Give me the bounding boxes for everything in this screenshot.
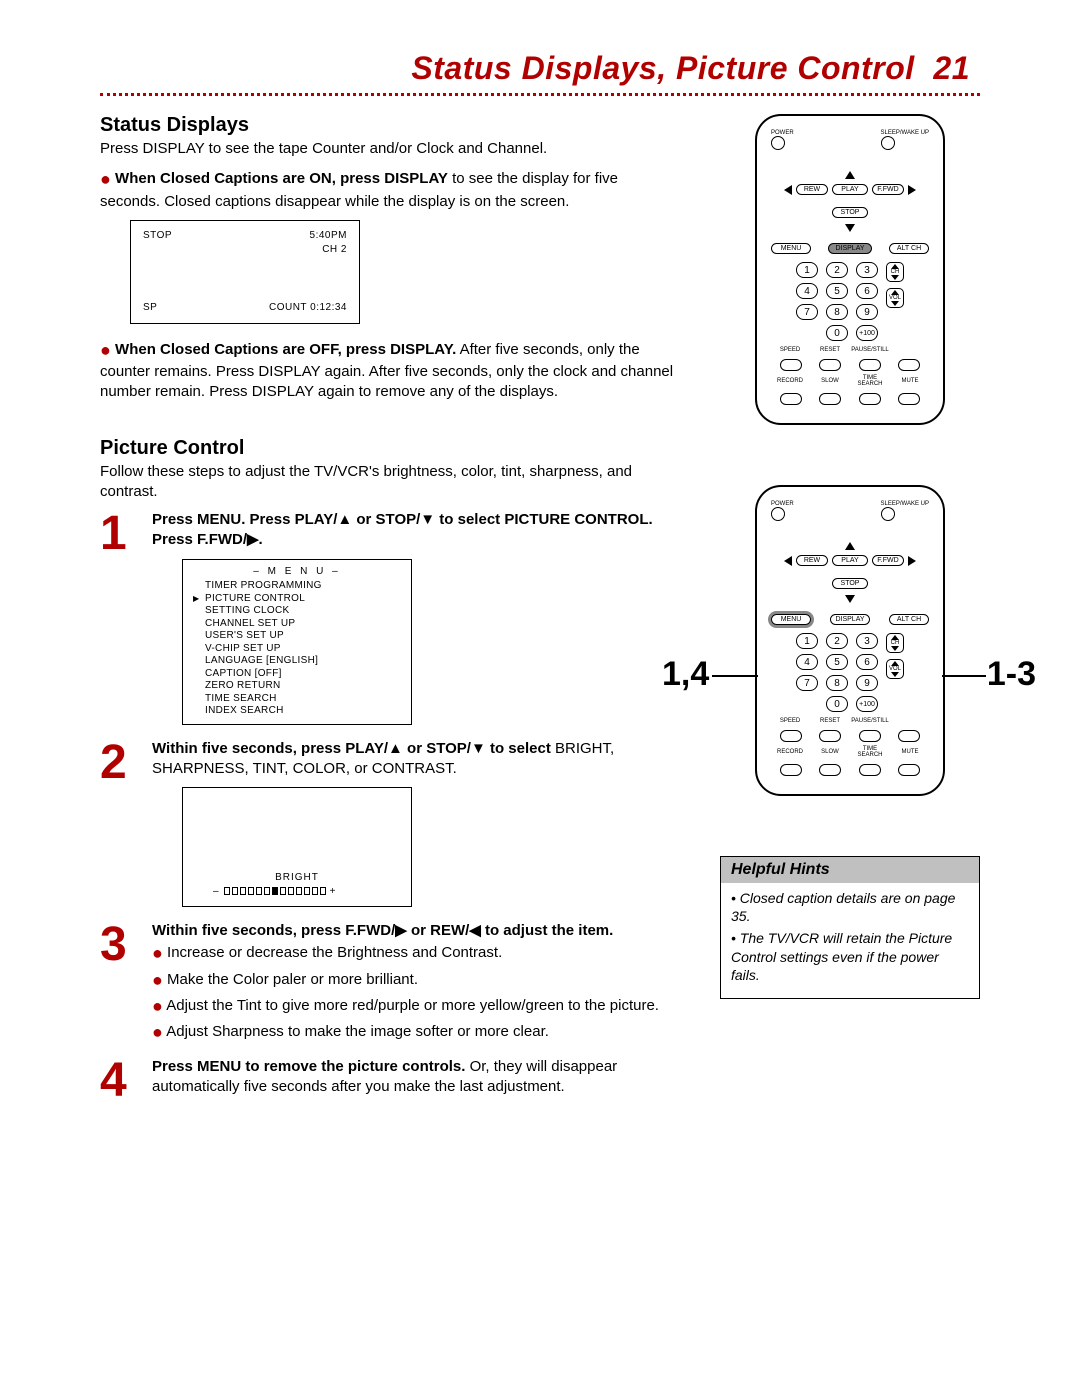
picture-intro: Follow these steps to adjust the TV/VCR'…: [100, 462, 680, 503]
step3-num: 3: [100, 921, 138, 1046]
callout-line-left: [712, 675, 758, 677]
status-cc-on: ● When Closed Captions are ON, press DIS…: [100, 167, 680, 212]
status-cc-off: ● When Closed Captions are OFF, press DI…: [100, 338, 680, 403]
menu-item: CHANNEL SET UP: [193, 618, 401, 631]
hint-1: Closed caption details are on page 35.: [731, 889, 969, 925]
hints-heading: Helpful Hints: [721, 857, 979, 883]
step-1: 1 Press MENU. Press PLAY/▲ or STOP/▼ to …: [100, 510, 680, 729]
disp-tr2: CH 2: [322, 244, 347, 255]
step3-b1: ● Increase or decrease the Brightness an…: [152, 941, 680, 965]
menu-item: INDEX SEARCH: [193, 705, 401, 718]
menu-item: V-CHIP SET UP: [193, 643, 401, 656]
step-2: 2 Within five seconds, press PLAY/▲ or S…: [100, 739, 680, 912]
menu-box: – M E N U – TIMER PROGRAMMING PICTURE CO…: [182, 559, 412, 725]
disp-tr1: 5:40PM: [310, 230, 347, 241]
down-arrow-icon: [845, 224, 855, 232]
display-box: STOP 5:40PM CH 2 SP COUNT 0:12:34: [130, 220, 360, 324]
step1-bold: Press MENU. Press PLAY/▲ or STOP/▼ to se…: [152, 511, 653, 548]
right-arrow-icon: [908, 556, 916, 566]
step2-num: 2: [100, 739, 138, 912]
title-rule: [100, 93, 980, 96]
page-number: 21: [933, 50, 970, 86]
remote-2-wrap: 1,4 1-3 POWERSLEEP/WAKE UP REW PLAY F.FW…: [720, 485, 980, 796]
left-arrow-icon: [784, 185, 792, 195]
bullet-icon: ●: [100, 340, 111, 360]
hint-2: The TV/VCR will retain the Picture Contr…: [731, 929, 969, 984]
menu-item: ZERO RETURN: [193, 680, 401, 693]
menu-item: USER'S SET UP: [193, 630, 401, 643]
altch-button: ALT CH: [889, 243, 929, 254]
display-button: DISPLAY: [830, 614, 869, 625]
step3-b4: ● Adjust Sharpness to make the image sof…: [152, 1020, 680, 1044]
bullet-icon: ●: [100, 169, 111, 189]
menu-item: TIME SEARCH: [193, 693, 401, 706]
altch-button: ALT CH: [889, 614, 929, 625]
status-heading: Status Displays: [100, 114, 680, 137]
up-arrow-icon: [845, 171, 855, 179]
callout-right: 1-3: [987, 655, 1036, 694]
menu-button: MENU: [771, 243, 811, 254]
menu-item: LANGUAGE [ENGLISH]: [193, 655, 401, 668]
step3-b2: ● Make the Color paler or more brilliant…: [152, 968, 680, 992]
step3-b3: ● Adjust the Tint to give more red/purpl…: [152, 994, 680, 1018]
step1-num: 1: [100, 510, 138, 729]
remote-diagram-1: POWERSLEEP/WAKE UP REW PLAY F.FWD STOP M…: [755, 114, 945, 425]
helpful-hints: Helpful Hints Closed caption details are…: [720, 856, 980, 999]
step4-bold: Press MENU to remove the picture control…: [152, 1058, 465, 1075]
status-intro: Press DISPLAY to see the tape Counter an…: [100, 139, 680, 159]
page-title: Status Displays, Picture Control 21: [100, 50, 980, 87]
picture-heading: Picture Control: [100, 437, 680, 460]
step-4: 4 Press MENU to remove the picture contr…: [100, 1057, 680, 1105]
left-arrow-icon: [784, 556, 792, 566]
disp-tl: STOP: [143, 229, 172, 257]
menu-item: TIMER PROGRAMMING: [193, 580, 401, 593]
cc-off-bold: When Closed Captions are OFF, press DISP…: [115, 341, 456, 358]
menu-title: – M E N U –: [193, 566, 401, 579]
title-text: Status Displays, Picture Control: [411, 50, 914, 86]
down-arrow-icon: [845, 595, 855, 603]
step-3: 3 Within five seconds, press F.FWD/▶ or …: [100, 921, 680, 1046]
bright-box: BRIGHT – +: [182, 787, 412, 907]
menu-button: MENU: [771, 614, 811, 625]
step3-bold: Within five seconds, press F.FWD/▶ or RE…: [152, 922, 613, 939]
disp-bl: SP: [143, 301, 157, 315]
bright-label: BRIGHT: [183, 871, 411, 885]
callout-line-right: [942, 675, 986, 677]
remote-diagram-2: POWERSLEEP/WAKE UP REW PLAY F.FWD STOP M…: [755, 485, 945, 796]
step4-num: 4: [100, 1057, 138, 1105]
right-arrow-icon: [908, 185, 916, 195]
bright-bar: – +: [213, 885, 381, 899]
display-button: DISPLAY: [828, 243, 871, 254]
disp-br: COUNT 0:12:34: [269, 301, 347, 315]
menu-item: SETTING CLOCK: [193, 605, 401, 618]
cc-on-bold: When Closed Captions are ON, press DISPL…: [115, 170, 448, 187]
right-column: POWERSLEEP/WAKE UP REW PLAY F.FWD STOP M…: [720, 114, 980, 1115]
menu-item-selected: PICTURE CONTROL: [193, 593, 401, 606]
menu-item: CAPTION [OFF]: [193, 668, 401, 681]
step2-bold: Within five seconds, press PLAY/▲ or STO…: [152, 740, 551, 757]
callout-left: 1,4: [662, 655, 709, 694]
left-column: Status Displays Press DISPLAY to see the…: [100, 114, 680, 1115]
up-arrow-icon: [845, 542, 855, 550]
